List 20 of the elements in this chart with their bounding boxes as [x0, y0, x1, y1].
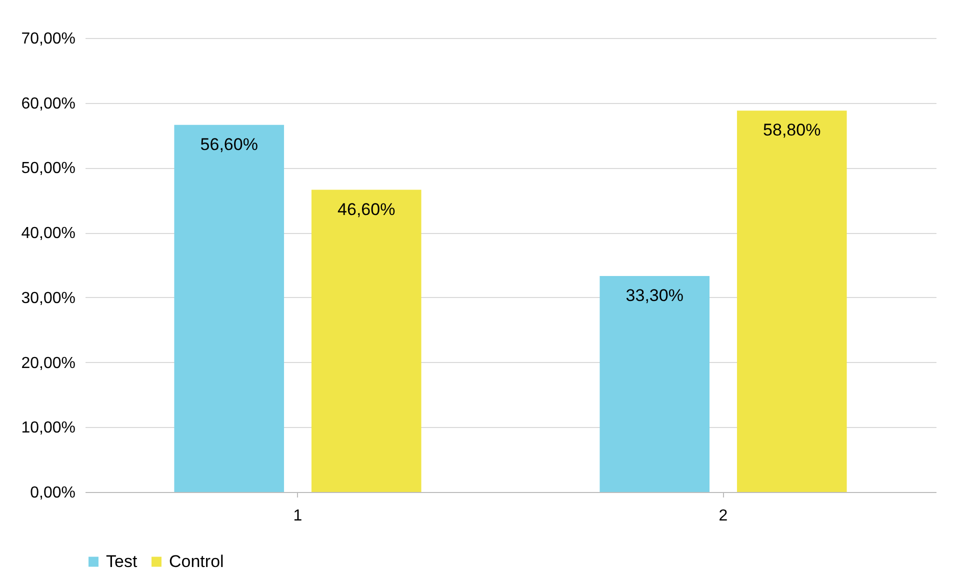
legend-label: Control: [169, 552, 224, 571]
x-tick-label: 1: [293, 508, 302, 524]
bar: [736, 110, 847, 492]
y-tick-label: 0,00%: [30, 484, 76, 502]
y-tick-label: 70,00%: [21, 30, 76, 48]
data-label: 58,80%: [763, 120, 821, 140]
legend-label: Test: [106, 552, 138, 571]
y-tick-label: 60,00%: [21, 95, 76, 112]
data-label: 46,60%: [338, 200, 396, 219]
data-label: 56,60%: [200, 134, 258, 154]
y-tick-label: 20,00%: [21, 354, 76, 372]
y-tick-label: 10,00%: [21, 420, 76, 437]
x-tick-label: 2: [718, 508, 728, 524]
data-label: 33,30%: [626, 286, 684, 306]
y-tick-label: 50,00%: [21, 160, 76, 178]
y-tick-label: 40,00%: [21, 225, 76, 242]
bar: [311, 190, 422, 492]
bar: [600, 276, 710, 492]
bar: [174, 124, 284, 492]
y-tick-label: 30,00%: [21, 290, 76, 307]
